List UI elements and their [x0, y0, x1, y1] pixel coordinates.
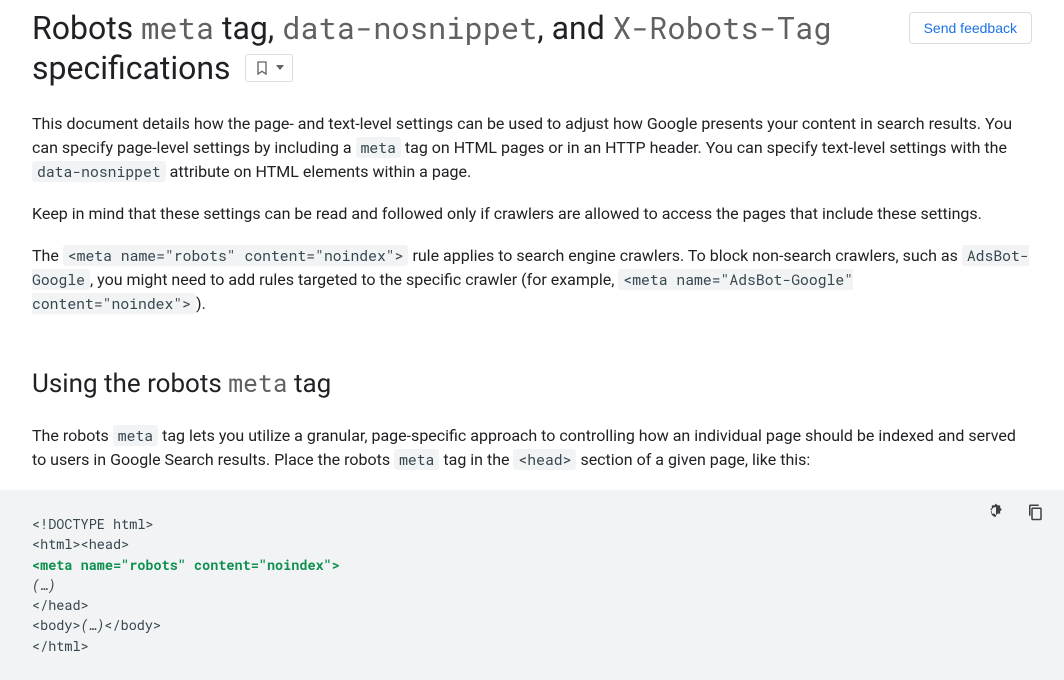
code-span: <body>: [32, 616, 81, 634]
copy-icon: [1026, 502, 1044, 522]
intro-paragraph-2: Keep in mind that these settings can be …: [32, 202, 1032, 226]
code-line: <body>(…)</body>: [32, 615, 1032, 635]
code-line: (…): [32, 575, 1032, 595]
code-meta-noindex: <meta name="robots" content="noindex">: [63, 245, 409, 266]
body-text: attribute on HTML elements within a page…: [166, 162, 472, 181]
title-text: , and: [537, 9, 612, 47]
body-text: section of a given page, like this:: [576, 450, 810, 469]
send-feedback-button[interactable]: Send feedback: [909, 12, 1032, 44]
brightness-icon: [986, 502, 1006, 522]
body-text: rule applies to search engine crawlers. …: [408, 246, 961, 265]
code-meta: meta: [394, 449, 439, 470]
body-text: The: [32, 246, 63, 265]
title-text: specifications: [32, 49, 231, 87]
bookmark-button[interactable]: [245, 54, 293, 82]
bookmark-icon: [254, 59, 270, 77]
title-code-nosnippet: data-nosnippet: [282, 8, 537, 48]
chevron-down-icon: [276, 65, 284, 70]
body-text: ).: [196, 294, 206, 313]
body-text: tag on HTML pages or in an HTTP header. …: [401, 138, 1007, 157]
code-line-highlight: <meta name="robots" content="noindex">: [32, 555, 1032, 575]
title-code-xrobots: X-Robots-Tag: [613, 8, 832, 48]
code-block: <!DOCTYPE html> <html><head> <meta name=…: [0, 490, 1064, 680]
title-text: tag,: [214, 9, 282, 47]
title-code-meta: meta: [141, 8, 214, 48]
theme-toggle-button[interactable]: [982, 498, 1010, 526]
intro-paragraph-3: The <meta name="robots" content="noindex…: [32, 244, 1032, 316]
page-title: Robots meta tag, data-nosnippet, and X-R…: [32, 8, 893, 88]
code-line: </html>: [32, 636, 1032, 656]
heading-code-meta: meta: [228, 366, 287, 399]
section-heading-using-meta: Using the robots meta tag: [32, 364, 1032, 404]
code-nosnippet: data-nosnippet: [32, 161, 166, 182]
copy-button[interactable]: [1022, 498, 1048, 526]
code-span: </body>: [104, 616, 161, 634]
intro-paragraph-1: This document details how the page- and …: [32, 112, 1032, 184]
code-meta: meta: [356, 137, 401, 158]
heading-text: tag: [288, 369, 332, 399]
code-line: <!DOCTYPE html>: [32, 514, 1032, 534]
section2-paragraph-1: The robots meta tag lets you utilize a g…: [32, 424, 1032, 472]
code-line: <html><head>: [32, 534, 1032, 554]
title-text: Robots: [32, 9, 141, 47]
body-text: The robots: [32, 426, 113, 445]
heading-text: Using the robots: [32, 369, 228, 399]
code-span: (…): [81, 616, 105, 634]
body-text: , you might need to add rules targeted t…: [90, 270, 618, 289]
body-text: tag in the: [439, 450, 513, 469]
code-head: <head>: [513, 449, 576, 470]
code-line: </head>: [32, 595, 1032, 615]
code-meta: meta: [113, 425, 158, 446]
